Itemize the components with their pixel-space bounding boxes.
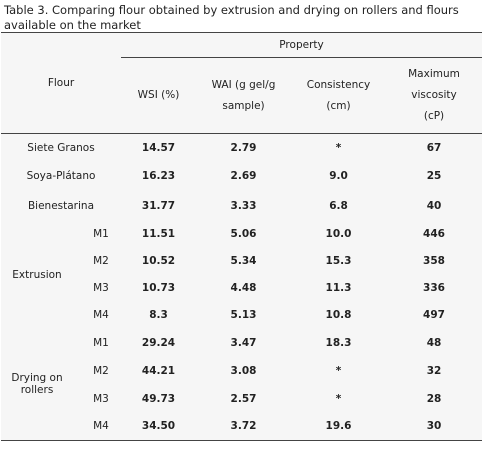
flour-name: Bienestarina [27, 199, 95, 212]
table-row: M4 34.50 3.72 19.6 30 [1, 412, 482, 441]
cell-value: 5.13 [230, 309, 257, 321]
cell-value: 9.0 [329, 170, 348, 182]
table-row: Siete Granos 14.57 2.79 * 67 [1, 134, 482, 162]
cell-value: 19.6 [291, 412, 386, 441]
column-header: WSI (%) [121, 57, 196, 134]
cell-value: 5.06 [230, 228, 257, 240]
table-header: Flour Property WSI (%) WAI (g gel/g sampl… [1, 32, 482, 134]
flour-name: Siete Granos [27, 141, 95, 154]
cell-value: * [335, 364, 342, 377]
cell-value: 3.72 [196, 412, 291, 441]
cell-value: 28 [426, 392, 442, 405]
sample-name: M4 [93, 309, 109, 321]
cell-value: 2.57 [230, 392, 257, 405]
column-header: WAI (g gel/g sample) [196, 57, 291, 134]
table-row: M2 44.21 3.08 * 32 [1, 357, 482, 385]
table-row: Extrusion M1 11.51 5.06 10.0 446 [1, 221, 482, 281]
cell-value: 49.73 [141, 392, 176, 405]
flour-header: Flour [1, 32, 121, 134]
cell-value: 10.73 [141, 282, 176, 294]
cell-value: 5.34 [230, 255, 257, 267]
group-name: Extrusion [12, 268, 62, 281]
table-caption: Table 3. Comparing flour obtained by ext… [4, 3, 459, 32]
cell-value: 11.3 [325, 282, 352, 294]
group-name: Drying on rollers [1, 328, 81, 441]
cell-value: 18.3 [325, 336, 352, 349]
cell-value: 6.8 [329, 199, 348, 212]
sample-name: M1 [93, 336, 109, 349]
table-body: Siete Granos 14.57 2.79 * 67 Soya-Plátano 16.2… [1, 134, 482, 441]
table-row: Bienestarina 31.77 3.33 6.8 40 [1, 191, 482, 221]
cell-value: 8.3 [149, 309, 168, 321]
cell-value: 11.51 [141, 228, 176, 240]
sample-name: M4 [81, 412, 121, 441]
data-table: Flour Property WSI (%) WAI (g gel/g sampl… [1, 32, 482, 441]
cell-value: 67 [426, 141, 442, 154]
sample-name: M2 [93, 255, 109, 267]
sample-name: M3 [93, 282, 109, 294]
cell-value: * [335, 141, 342, 154]
cell-value: 3.47 [230, 336, 257, 349]
cell-value: 48 [426, 336, 442, 349]
flour-name: Soya-Plátano [26, 170, 96, 182]
table-row: M3 10.73 4.48 11.3 336 [1, 275, 482, 302]
cell-value: 4.48 [230, 282, 257, 294]
cell-value: 29.24 [141, 336, 176, 349]
table-row: M3 49.73 2.57 * 28 [1, 385, 482, 413]
table-row: Soya-Plátano 16.23 2.69 9.0 25 [1, 162, 482, 191]
sample-name: M1 [93, 228, 109, 240]
cell-value: 10.52 [141, 255, 176, 267]
cell-value: 44.21 [141, 364, 176, 377]
cell-value: * [335, 392, 342, 405]
column-header: Consistency (cm) [291, 57, 386, 134]
cell-value: 40 [426, 199, 442, 212]
cell-value: 30 [386, 412, 482, 441]
cell-value: 16.23 [141, 170, 176, 182]
cell-value: 2.69 [230, 170, 257, 182]
cell-value: 32 [426, 364, 442, 377]
cell-value: 10.8 [325, 309, 352, 321]
cell-value: 15.3 [325, 255, 352, 267]
cell-value: 358 [423, 255, 445, 267]
cell-value: 34.50 [121, 412, 196, 441]
cell-value: 25 [426, 170, 442, 182]
column-header: Maximum viscosity (cP) [386, 57, 482, 134]
table-row: Drying on rollers M1 29.24 3.47 18.3 48 [1, 328, 482, 441]
property-header: Property [121, 32, 482, 58]
table-row: M4 8.3 5.13 10.8 497 [1, 302, 482, 329]
cell-value: 336 [423, 282, 445, 294]
table-row: M2 10.52 5.34 15.3 358 [1, 248, 482, 275]
cell-value: 446 [423, 228, 445, 240]
cell-value: 3.33 [230, 199, 257, 212]
cell-value: 14.57 [141, 141, 176, 154]
cell-value: 31.77 [141, 199, 176, 212]
sample-name: M3 [93, 392, 109, 405]
cell-value: 2.79 [230, 141, 257, 154]
cell-value: 10.0 [325, 228, 352, 240]
cell-value: 3.08 [230, 364, 257, 377]
cell-value: 497 [423, 309, 445, 321]
sample-name: M2 [93, 364, 109, 377]
